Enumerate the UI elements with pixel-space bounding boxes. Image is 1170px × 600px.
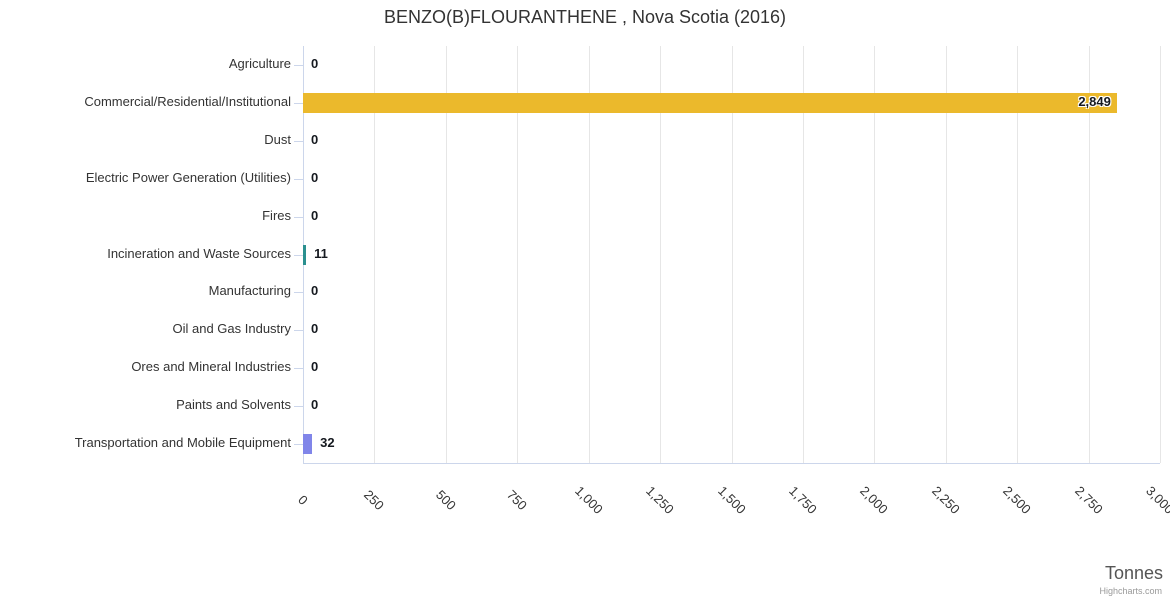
category-label: Manufacturing (208, 283, 291, 299)
category-label: Fires (262, 207, 291, 223)
category-axis-tick (294, 368, 303, 370)
value-axis-tick-text: 1,000 (571, 483, 606, 517)
value-label: 0 (311, 397, 319, 413)
value-axis-title: Tonnes (1104, 563, 1163, 583)
category-label: Paints and Solvents (176, 397, 291, 413)
category-label: Transportation and Mobile Equipment (74, 435, 291, 451)
gridline (445, 46, 447, 463)
highcharts-credits-link[interactable]: Highcharts.com (1099, 586, 1162, 596)
value-label: 0 (311, 207, 319, 223)
category-axis-tick (294, 444, 303, 446)
category-axis-tick (294, 64, 303, 66)
value-label: 11 (314, 245, 328, 261)
gridline (517, 46, 519, 463)
value-axis-tick-text: 750 (504, 487, 531, 513)
value-axis-tick-text: 2,500 (1000, 483, 1034, 517)
value-axis-line (303, 463, 1160, 464)
category-axis-tick (294, 254, 303, 256)
chart-title: BENZO(B)FLOURANTHENE , Nova Scotia (2016… (383, 7, 787, 27)
value-label: 32 (320, 435, 335, 451)
bar-incineration-and-waste-sources[interactable] (303, 244, 307, 265)
value-axis-tick-text: 500 (432, 487, 459, 513)
gridline (588, 46, 590, 463)
gridline (1017, 46, 1019, 463)
category-axis-tick (294, 406, 303, 408)
bar-commercial-residential-institutional[interactable] (303, 92, 1117, 113)
category-axis-tick (294, 178, 303, 180)
gridline (945, 46, 947, 463)
gridline (374, 46, 376, 463)
gridline (1088, 46, 1090, 463)
value-label: 0 (311, 55, 319, 71)
category-axis-tick (294, 216, 303, 218)
value-label: 0 (311, 131, 319, 147)
value-label: 2,849 (1078, 93, 1111, 109)
gridline (1160, 46, 1161, 463)
value-label: 0 (311, 359, 319, 375)
value-axis-tick-text: 1,750 (786, 483, 820, 517)
gridline (660, 46, 662, 463)
value-axis-tick-text: 1,500 (714, 483, 749, 517)
category-axis-tick (294, 330, 303, 332)
category-label: Dust (264, 131, 291, 147)
value-label: 0 (311, 169, 319, 185)
category-label: Electric Power Generation (Utilities) (85, 169, 291, 185)
bar-transportation-and-mobile-equipment[interactable] (303, 434, 313, 455)
category-label: Oil and Gas Industry (172, 321, 292, 337)
gridline (874, 46, 876, 463)
value-label: 0 (311, 283, 319, 299)
value-axis-tick-text: 250 (361, 487, 388, 513)
category-label: Commercial/Residential/Institutional (84, 93, 291, 109)
category-label: Incineration and Waste Sources (107, 245, 291, 261)
value-label: 0 (311, 321, 319, 337)
value-axis-tick-text: 1,250 (643, 483, 677, 517)
category-axis-tick (294, 102, 303, 104)
gridline (731, 46, 733, 463)
category-label: Ores and Mineral Industries (131, 359, 291, 375)
value-axis-tick-text: 3,000 (1143, 483, 1170, 517)
value-axis-tick-text: 0 (295, 492, 311, 508)
category-label: Agriculture (228, 55, 291, 71)
gridline (802, 46, 804, 463)
value-axis-tick-text: 2,750 (1071, 483, 1106, 517)
value-axis-tick-text: 2,000 (857, 483, 892, 517)
value-axis-tick-text: 2,250 (928, 483, 963, 517)
category-axis-tick (294, 292, 303, 294)
category-axis-tick (294, 140, 303, 142)
